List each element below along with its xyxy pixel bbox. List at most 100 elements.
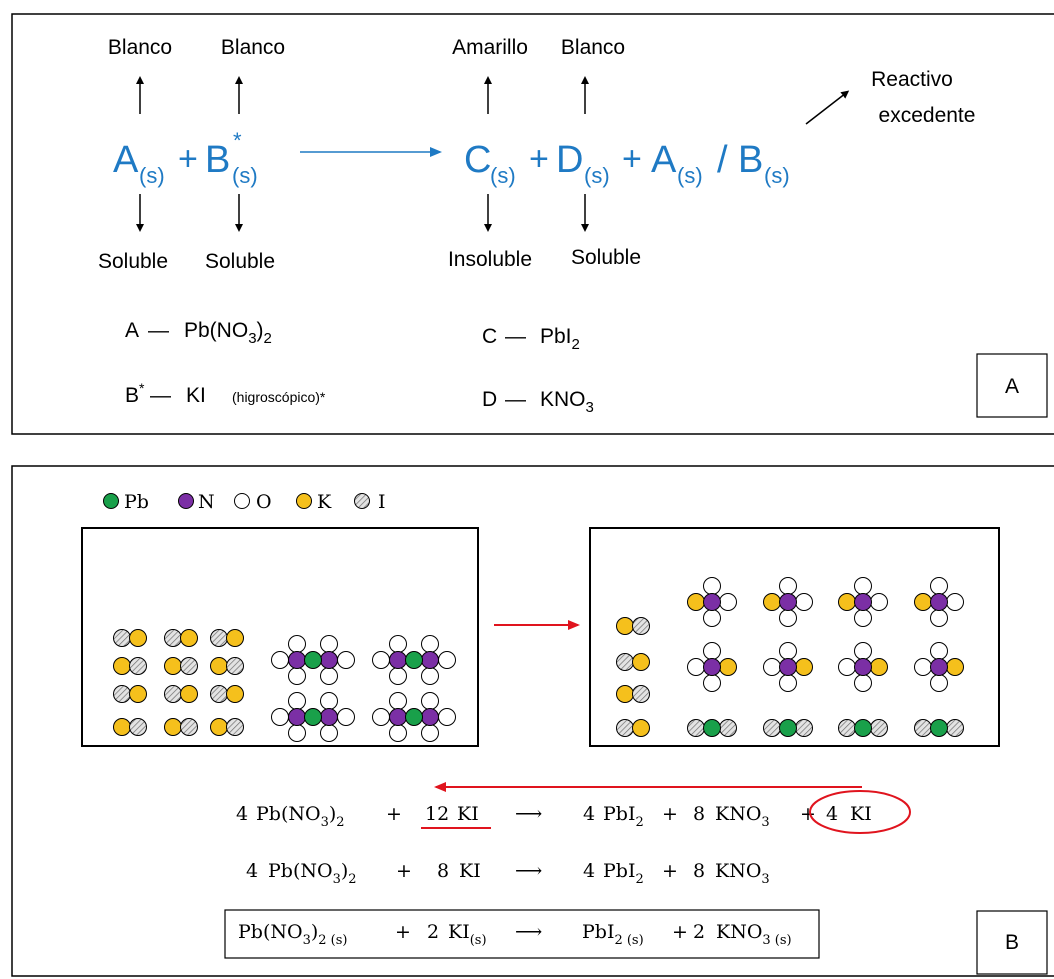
ki-particle bbox=[616, 653, 650, 671]
equation-1: 4 Pb(NO3)2 + 12 KI ⟶ 4 PbI2 + 8 KNO3 + 4… bbox=[236, 790, 911, 834]
eq2-c1: 4 bbox=[246, 860, 258, 882]
eq3-lead-nitrate: Pb(NO3)2 (s) bbox=[238, 921, 347, 948]
potassium-atom bbox=[616, 617, 634, 635]
iodine-atom bbox=[180, 718, 198, 736]
oxygen-atom bbox=[438, 651, 456, 669]
species-b: B bbox=[205, 139, 230, 181]
lead-atom bbox=[854, 719, 872, 737]
iodine-atom bbox=[129, 718, 147, 736]
potassium-nitrate-particle bbox=[687, 642, 737, 692]
panel-b-tag: B bbox=[1005, 931, 1019, 954]
lead-atom bbox=[405, 651, 423, 669]
eq3-plus-1: + bbox=[395, 921, 411, 943]
lead-nitrate-particle bbox=[271, 635, 355, 685]
potassium-atom bbox=[632, 653, 650, 671]
potassium-atom bbox=[632, 719, 650, 737]
key-b-note: (higroscópico)* bbox=[232, 389, 326, 405]
lead-nitrate-particle bbox=[372, 692, 456, 742]
key-d-dash: — bbox=[505, 388, 526, 411]
ki-particle bbox=[616, 617, 650, 635]
potassium-nitrate-particle bbox=[763, 642, 813, 692]
key-b-letter: B* bbox=[125, 380, 145, 407]
oxygen-atom bbox=[946, 593, 964, 611]
key-b-formula: KI bbox=[186, 384, 206, 407]
potassium-atom bbox=[210, 718, 228, 736]
oxygen-atom bbox=[854, 577, 872, 595]
potassium-nitrate-particle bbox=[838, 577, 888, 627]
eq1-excess-ki: KI bbox=[850, 803, 872, 825]
state-a-excess: (s) bbox=[677, 163, 703, 188]
eq2-plus-2: + bbox=[662, 860, 678, 882]
oxygen-atom bbox=[795, 593, 813, 611]
nitrogen-atom bbox=[854, 658, 872, 676]
key-c-letter: C bbox=[482, 325, 497, 348]
species-key-a: A — Pb(NO3)2 bbox=[125, 319, 272, 347]
legend-i-swatch bbox=[354, 493, 370, 509]
oxygen-atom bbox=[421, 724, 439, 742]
legend-n-swatch bbox=[178, 493, 194, 509]
lead-atom bbox=[703, 719, 721, 737]
product-d-solubility: Soluble bbox=[571, 246, 641, 269]
species-d: D bbox=[556, 139, 583, 181]
products-box bbox=[589, 527, 1000, 747]
oxygen-atom bbox=[779, 642, 797, 660]
nitrogen-atom bbox=[320, 708, 338, 726]
potassium-atom bbox=[113, 718, 131, 736]
eq1-arrow: ⟶ bbox=[515, 803, 542, 825]
potassium-nitrate-particle bbox=[914, 642, 964, 692]
oxygen-atom bbox=[870, 593, 888, 611]
reactant-b-color: Blanco bbox=[221, 36, 285, 59]
panel-a-frame bbox=[11, 13, 1054, 435]
key-c-dash: — bbox=[505, 325, 526, 348]
potassium-atom bbox=[180, 629, 198, 647]
key-a-letter: A bbox=[125, 319, 139, 342]
iodine-atom bbox=[795, 719, 813, 737]
eq2-arrow: ⟶ bbox=[515, 860, 542, 882]
eq1-plus-3: + bbox=[800, 803, 816, 825]
nitrogen-atom bbox=[288, 708, 306, 726]
ki-particle bbox=[210, 629, 244, 647]
potassium-atom bbox=[164, 718, 182, 736]
oxygen-atom bbox=[271, 708, 289, 726]
oxygen-atom bbox=[763, 658, 781, 676]
ki-particle bbox=[210, 718, 244, 736]
potassium-atom bbox=[616, 685, 634, 703]
potassium-nitrate-particle bbox=[763, 577, 813, 627]
lead-iodide-particle bbox=[763, 719, 813, 737]
plus-3: + bbox=[622, 140, 642, 178]
oxygen-atom bbox=[719, 593, 737, 611]
oxygen-atom bbox=[288, 667, 306, 685]
oxygen-atom bbox=[930, 642, 948, 660]
species-b-excess: B bbox=[738, 139, 763, 181]
oxygen-atom bbox=[389, 635, 407, 653]
equation-3: Pb(NO3)2 (s) + 2 KI(s) ⟶ PbI2 (s) + 2 KN… bbox=[238, 921, 792, 948]
oxygen-atom bbox=[320, 692, 338, 710]
ki-particle bbox=[164, 718, 198, 736]
excess-note-line1: Reactivo bbox=[871, 68, 953, 91]
key-a-formula: Pb(NO3)2 bbox=[184, 319, 272, 347]
balanced-equation-box bbox=[224, 909, 820, 959]
oxygen-atom bbox=[854, 642, 872, 660]
iodine-atom bbox=[226, 657, 244, 675]
key-c-formula: PbI2 bbox=[540, 325, 580, 353]
nitrogen-atom bbox=[854, 593, 872, 611]
panel-a-tag: A bbox=[1005, 375, 1019, 398]
reactant-a-color: Blanco bbox=[108, 36, 172, 59]
eq3-plus-2: + bbox=[672, 921, 688, 943]
eq1-ki: KI bbox=[457, 803, 479, 825]
product-c-solubility: Insoluble bbox=[448, 248, 532, 271]
ki-particle bbox=[113, 685, 147, 703]
eq1-plus-1: + bbox=[386, 803, 402, 825]
reaction-equation: A (s) + B * (s) C (s) + D (s) + A (s) / … bbox=[113, 128, 790, 188]
panel-b-frame bbox=[11, 465, 1054, 977]
oxygen-atom bbox=[320, 667, 338, 685]
oxygen-atom bbox=[779, 674, 797, 692]
oxygen-atom bbox=[288, 635, 306, 653]
nitrogen-atom bbox=[389, 708, 407, 726]
eq1-potassium-nitrate: KNO3 bbox=[715, 803, 770, 830]
oxygen-atom bbox=[389, 724, 407, 742]
oxygen-atom bbox=[421, 635, 439, 653]
atom-legend: Pb N O K I bbox=[103, 491, 386, 513]
ki-particle bbox=[616, 719, 650, 737]
